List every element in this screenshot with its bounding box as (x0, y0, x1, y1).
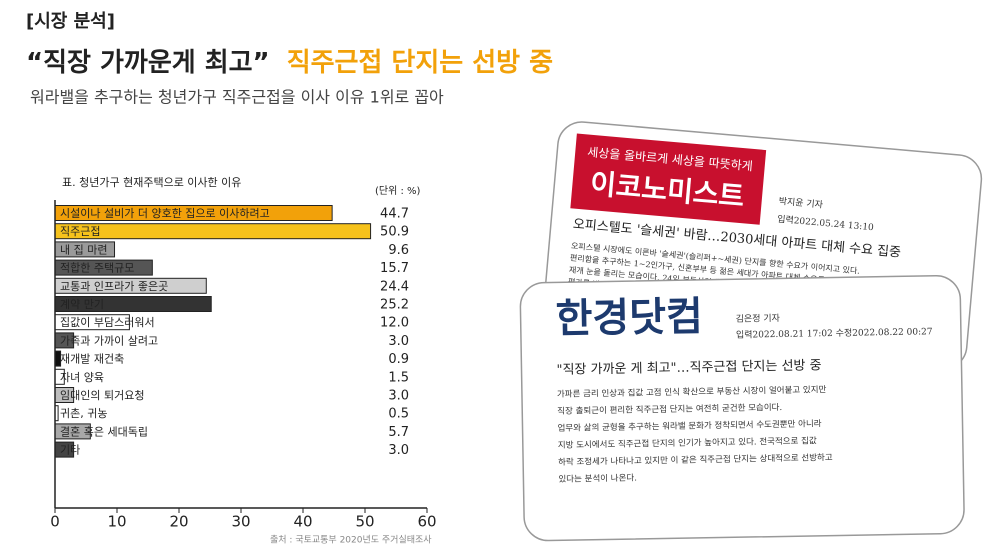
chart-title: 표. 청년가구 현재주택으로 이사한 이유 (62, 176, 241, 189)
unit-label: (단위 : %) (375, 184, 421, 197)
chart: 시설이나 설비가 더 양호한 집으로 이사하려고 44.7 직주근접 50.9 내 집 … (50, 200, 437, 531)
headline-quote: “직장 가까운게 최고” (26, 48, 270, 78)
value-label: 3.0 (388, 334, 409, 349)
value-label: 44.7 (380, 207, 409, 222)
category-label: 계약 만기 (60, 297, 104, 311)
category-label: 임대인의 퇴거요청 (60, 389, 144, 402)
headline: “직장 가까운게 최고” 직주근접 단지는 선방 중 (26, 48, 553, 78)
value-label: 15.7 (380, 261, 409, 276)
value-label: 0.5 (388, 407, 409, 422)
body-line: 지방 도시에서도 직주근접 단지의 인기가 높아지고 있다. 전국적으로 집값 (558, 435, 817, 451)
card (519, 274, 965, 542)
category-label: 적합한 주택규모 (60, 262, 134, 275)
category-label: 직주근접 (60, 225, 100, 238)
category-label: 귀촌, 귀농 (60, 407, 107, 420)
category-label: 기타 (60, 444, 80, 457)
body-line: 가파른 금리 인상과 집값 고점 인식 확산으로 부동산 시장이 얼어붙고 있지… (557, 384, 827, 400)
x-tick-label: 20 (169, 513, 188, 531)
subtitle: 워라밸을 추구하는 청년가구 직주근접을 이사 이유 1위로 꼽아 (30, 88, 444, 107)
value-label: 0.9 (388, 352, 409, 367)
section-tag: [시장 분석] (26, 11, 115, 32)
date: 입력2022.08.21 17:02 수정2022.08.22 00:27 (736, 325, 933, 340)
value-label: 24.4 (380, 279, 409, 294)
byline: 김은정 기자 (736, 312, 781, 325)
headline: "직장 가까운 게 최고"…직주근접 단지는 선방 중 (556, 358, 821, 378)
category-label: 교통과 인프라가 좋은곳 (60, 280, 168, 293)
source: 출처 : 국토교통부 2020년도 주거실태조사 (270, 534, 432, 546)
category-label: 자녀 양육 (60, 371, 104, 384)
category-label: 시설이나 설비가 더 양호한 집으로 이사하려고 (60, 206, 270, 220)
value-label: 25.2 (380, 298, 409, 313)
body-line: 업무와 삶의 균형을 추구하는 워라밸 문화가 정착되면서 수도권뿐만 아니라 (557, 418, 821, 434)
x-tick-label: 60 (417, 513, 436, 531)
value-label: 1.5 (388, 370, 409, 385)
body: 가파른 금리 인상과 집값 고점 인식 확산으로 부동산 시장이 얼어붙고 있지… (557, 384, 833, 485)
value-label: 3.0 (388, 389, 409, 404)
brand: 한경닷컴 (555, 293, 703, 343)
bar (54, 223, 372, 240)
body-line: 있다는 분석이 나온다. (558, 472, 637, 484)
clipping-hankyung: 한경닷컴 김은정 기자 입력2022.08.21 17:02 수정2022.08… (519, 274, 965, 542)
value-label: 5.7 (388, 425, 409, 440)
value-label: 3.0 (388, 443, 409, 458)
category-label: 집값이 부담스러워서 (60, 316, 155, 329)
x-tick-label: 30 (231, 513, 250, 531)
x-tick-label: 0 (50, 513, 60, 531)
category-label: 가족과 가까이 살려고 (60, 334, 158, 347)
category-label: 재개발 재건축 (60, 353, 124, 366)
headline-highlight: 직주근접 단지는 선방 중 (287, 48, 553, 78)
body-line: 직장 출퇴근이 편리한 직주근접 단지는 여전히 굳건한 모습이다. (557, 402, 782, 417)
x-tick-label: 10 (107, 513, 126, 531)
category-label: 결혼 혹은 세대독립 (60, 424, 148, 438)
x-tick-label: 50 (355, 513, 374, 531)
brand-box (570, 133, 767, 225)
value-label: 9.6 (388, 243, 409, 258)
x-tick-label: 40 (293, 513, 312, 531)
value-label: 12.0 (380, 316, 409, 331)
value-label: 50.9 (380, 225, 409, 240)
byline: 박지윤 기자 (778, 196, 824, 211)
body-line: 하락 조정세가 나타나고 있지만 이 같은 직주근접 단지는 상대적으로 선방하… (558, 452, 833, 468)
category-label: 내 집 마련 (60, 243, 107, 256)
